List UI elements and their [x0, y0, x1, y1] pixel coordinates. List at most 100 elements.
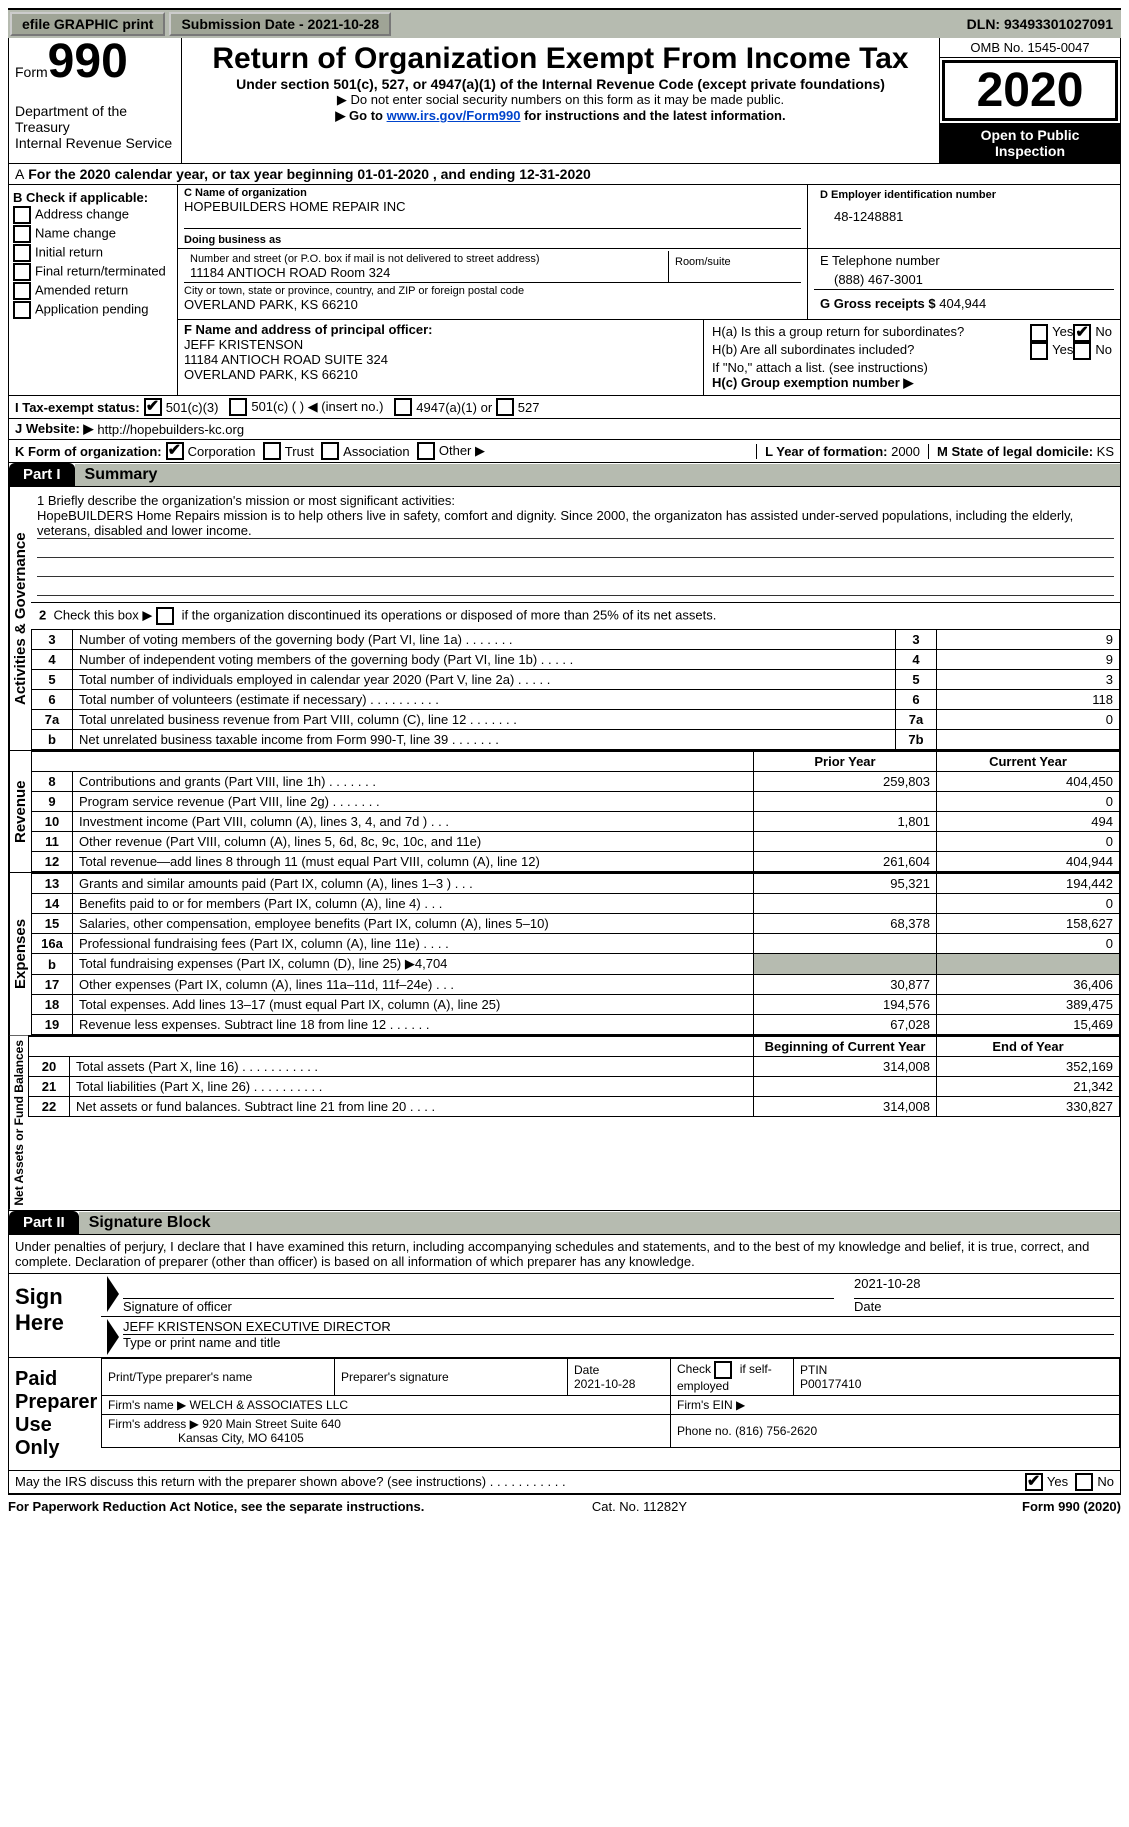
gov-val: 9 — [937, 650, 1120, 670]
chk-discontinued[interactable] — [156, 607, 174, 625]
submission-date-button[interactable]: Submission Date - 2021-10-28 — [169, 12, 391, 36]
rev-ln: 10 — [32, 812, 73, 832]
chk-corp[interactable] — [166, 442, 184, 460]
firm-addr1: 920 Main Street Suite 640 — [202, 1417, 341, 1431]
gov-desc: Total number of volunteers (estimate if … — [73, 690, 896, 710]
hb-no[interactable] — [1073, 342, 1091, 360]
page-footer: For Paperwork Reduction Act Notice, see … — [8, 1494, 1121, 1518]
form-number: 990 — [48, 35, 128, 88]
governance-section: Activities & Governance 1 Briefly descri… — [8, 487, 1121, 751]
exp-desc: Other expenses (Part IX, column (A), lin… — [73, 975, 754, 995]
ha-no[interactable] — [1073, 324, 1091, 342]
gov-val: 9 — [937, 630, 1120, 650]
gov-val: 3 — [937, 670, 1120, 690]
gov-ln: 7a — [32, 710, 73, 730]
prep-h3: Date — [574, 1363, 599, 1377]
line-j: J Website: ▶ http://hopebuilders-kc.org — [8, 419, 1121, 440]
chk-final-return[interactable] — [13, 263, 31, 281]
discuss-no[interactable] — [1075, 1473, 1093, 1491]
exp-prior: 30,877 — [754, 975, 937, 995]
footer-left: For Paperwork Reduction Act Notice, see … — [8, 1499, 424, 1514]
gov-desc: Total unrelated business revenue from Pa… — [73, 710, 896, 730]
dln-label: DLN: — [967, 16, 1004, 32]
hb-yes-label: Yes — [1052, 342, 1073, 360]
gov-ln2: 7a — [896, 710, 937, 730]
part-2-title: Signature Block — [79, 1212, 1120, 1234]
exp-prior: 95,321 — [754, 874, 937, 894]
rev-desc: Total revenue—add lines 8 through 11 (mu… — [73, 852, 754, 872]
note2-prefix: ▶ Go to — [335, 108, 386, 123]
chk-501c[interactable] — [229, 398, 247, 416]
firm-name: WELCH & ASSOCIATES LLC — [190, 1398, 349, 1412]
efile-print-button[interactable]: efile GRAPHIC print — [10, 12, 165, 36]
rev-prior — [754, 832, 937, 852]
prep-h5: PTIN — [800, 1363, 827, 1377]
h-b-note: If "No," attach a list. (see instruction… — [712, 360, 1112, 375]
public-inspection-label: Open to Public Inspection — [940, 123, 1120, 163]
gov-ln: 3 — [32, 630, 73, 650]
header-right: OMB No. 1545-0047 2020 Open to Public In… — [939, 38, 1120, 163]
i-o1: 501(c)(3) — [166, 400, 219, 415]
exp-ln: 19 — [32, 1015, 73, 1035]
net-table: Beginning of Current YearEnd of Year20 T… — [28, 1036, 1120, 1117]
form990-link[interactable]: www.irs.gov/Form990 — [387, 108, 521, 123]
mission-text: HopeBUILDERS Home Repairs mission is to … — [37, 508, 1114, 539]
governance-vlabel: Activities & Governance — [9, 487, 31, 750]
chk-trust[interactable] — [263, 442, 281, 460]
revenue-vlabel: Revenue — [9, 751, 31, 872]
chk-amended-return[interactable] — [13, 282, 31, 300]
footer-right: Form 990 (2020) — [1022, 1499, 1121, 1514]
e-g-block: E Telephone number (888) 467-3001 G Gros… — [807, 249, 1120, 319]
net-desc: Net assets or fund balances. Subtract li… — [70, 1097, 754, 1117]
expenses-section: Expenses 13 Grants and similar amounts p… — [8, 873, 1121, 1036]
d-label: D Employer identification number — [814, 187, 1114, 203]
prep-h2: Preparer's signature — [341, 1370, 449, 1384]
form-note-1: ▶ Do not enter social security numbers o… — [186, 92, 935, 108]
gov-ln2: 3 — [896, 630, 937, 650]
rev-current: 404,944 — [937, 852, 1120, 872]
rev-prior: 259,803 — [754, 772, 937, 792]
exp-desc: Revenue less expenses. Subtract line 18 … — [73, 1015, 754, 1035]
discuss-q: May the IRS discuss this return with the… — [15, 1474, 1025, 1489]
chk-address-change[interactable] — [13, 206, 31, 224]
hb-yes[interactable] — [1030, 342, 1048, 360]
net-ln: 21 — [29, 1077, 70, 1097]
chk-501c3[interactable] — [144, 398, 162, 416]
chk-name-change[interactable] — [13, 225, 31, 243]
discuss-yes[interactable] — [1025, 1473, 1043, 1491]
exp-shade — [754, 954, 937, 975]
chk-527[interactable] — [496, 398, 514, 416]
mission-uline-1 — [37, 539, 1114, 558]
ha-yes[interactable] — [1030, 324, 1048, 342]
b-item-5: Application pending — [35, 301, 148, 316]
c-name-label: C Name of organization — [184, 187, 801, 199]
rev-current: 404,450 — [937, 772, 1120, 792]
city-value: OVERLAND PARK, KS 66210 — [184, 297, 801, 312]
i-o4: 527 — [518, 400, 540, 415]
net-beg — [754, 1077, 937, 1097]
dba-label: Doing business as — [184, 234, 281, 246]
k-o4: Other ▶ — [439, 443, 485, 459]
f-label: F Name and address of principal officer: — [184, 322, 433, 337]
exp-desc: Benefits paid to or for members (Part IX… — [73, 894, 754, 914]
paid-preparer-label: Paid Preparer Use Only — [9, 1358, 101, 1470]
firm-addr-label: Firm's address ▶ — [108, 1417, 199, 1431]
chk-self-employed[interactable] — [714, 1361, 732, 1379]
chk-other[interactable] — [417, 442, 435, 460]
chk-4947[interactable] — [394, 398, 412, 416]
officer-addr2: OVERLAND PARK, KS 66210 — [184, 367, 697, 382]
gov-ln: 4 — [32, 650, 73, 670]
officer-print-name: JEFF KRISTENSON EXECUTIVE DIRECTOR — [123, 1319, 1114, 1335]
exp-current: 15,469 — [937, 1015, 1120, 1035]
gov-ln2: 4 — [896, 650, 937, 670]
sign-here-label: Sign Here — [9, 1274, 101, 1357]
submission-date-label: Submission Date - — [181, 16, 307, 32]
chk-initial-return[interactable] — [13, 244, 31, 262]
h-block: H(a) Is this a group return for subordin… — [703, 320, 1120, 395]
form-header: Form990 Department of the Treasury Inter… — [8, 38, 1121, 164]
chk-application-pending[interactable] — [13, 301, 31, 319]
chk-assoc[interactable] — [321, 442, 339, 460]
exp-current: 389,475 — [937, 995, 1120, 1015]
governance-table: 3 Number of voting members of the govern… — [31, 629, 1120, 750]
exp-desc: Grants and similar amounts paid (Part IX… — [73, 874, 754, 894]
